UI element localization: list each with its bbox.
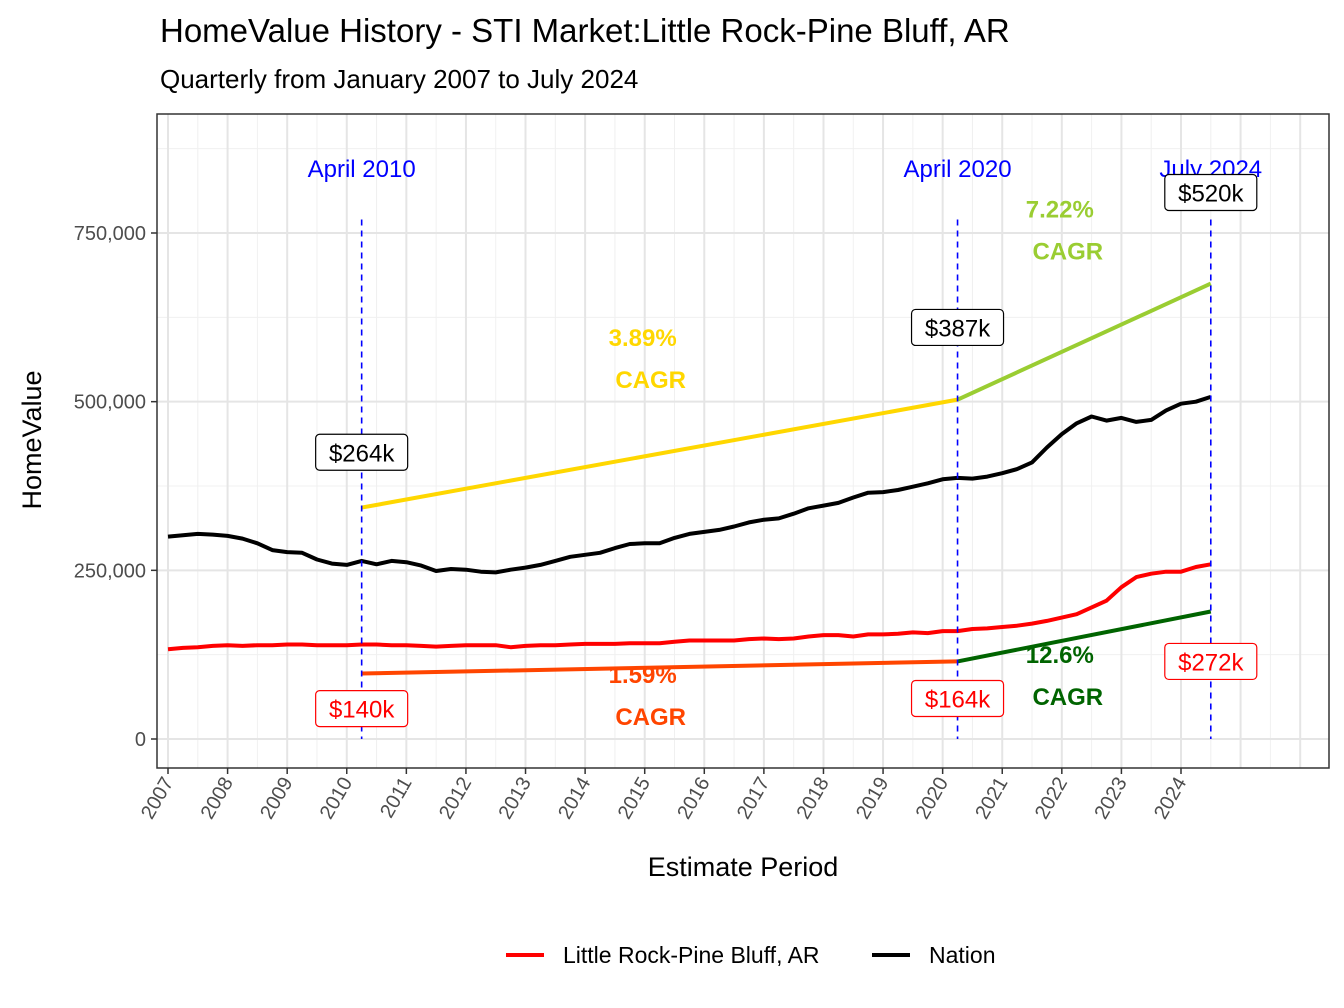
x-tick-label: 2019 (852, 774, 893, 824)
value-label-box: $272k (1164, 642, 1258, 681)
value-label-frame (1164, 173, 1258, 212)
cagr-word-label: CAGR (1032, 239, 1103, 266)
value-label-frame (315, 690, 409, 728)
value-label-frame (910, 308, 1005, 347)
cagr-percent-label: 3.89% (609, 325, 677, 352)
value-label-text: $520k (1178, 181, 1244, 208)
x-tick-label: 2015 (614, 774, 655, 824)
cagr-word-label: CAGR (615, 367, 686, 394)
cagr-trend-line (361, 659, 958, 676)
value-label-text: $164k (925, 687, 991, 714)
plot-border (156, 113, 1330, 769)
value-label-frame (1164, 642, 1258, 681)
x-tick-label: 2021 (971, 774, 1012, 824)
value-label-box: $520k (1164, 173, 1258, 212)
value-label-text: $272k (1178, 649, 1244, 676)
x-tick-label: 2022 (1031, 774, 1072, 824)
x-tick-label: 2009 (256, 774, 297, 824)
x-tick-label: 2007 (137, 774, 178, 824)
cagr-trend-line (361, 397, 958, 510)
chart-title: HomeValue History - STI Market:Little Ro… (160, 12, 1010, 49)
value-label-frame (910, 679, 1005, 718)
y-tick-label: 750,000 (74, 223, 146, 245)
cagr-word-label: CAGR (1032, 684, 1103, 711)
x-tick-label: 2011 (376, 774, 417, 822)
x-tick-label: 2020 (912, 774, 953, 824)
value-label-box: $140k (315, 690, 409, 728)
x-tick-label: 2017 (733, 774, 774, 824)
legend-label-nation: Nation (929, 942, 995, 968)
y-tick-label: 0 (135, 729, 146, 751)
legend-label-market: Little Rock-Pine Bluff, AR (563, 942, 820, 968)
y-axis-title: HomeValue (17, 370, 47, 509)
cagr-percent-label: 7.22% (1026, 197, 1094, 224)
cagr-percent-label: 12.6% (1026, 642, 1094, 669)
x-axis-title: Estimate Period (648, 852, 839, 882)
value-label-box: $264k (315, 433, 409, 471)
x-tick-label: 2024 (1150, 774, 1191, 824)
y-tick-label: 250,000 (74, 560, 146, 582)
y-tick-label: 500,000 (74, 392, 146, 414)
value-label-box: $387k (910, 308, 1005, 347)
chart-subtitle: Quarterly from January 2007 to July 2024 (160, 64, 639, 94)
x-tick-label: 2016 (673, 774, 714, 824)
x-tick-label: 2013 (495, 774, 536, 824)
value-label-text: $387k (925, 315, 991, 342)
period-label: April 2020 (904, 156, 1012, 183)
cagr-trend-line (956, 281, 1212, 402)
value-label-text: $264k (329, 440, 395, 467)
x-tick-label: 2010 (316, 774, 357, 824)
value-label-frame (315, 433, 409, 471)
cagr-trend-line (957, 609, 1212, 664)
period-label: April 2010 (308, 156, 416, 183)
x-tick-label: 2008 (197, 774, 238, 824)
x-tick-label: 2014 (554, 774, 595, 824)
x-tick-label: 2018 (792, 774, 833, 824)
cagr-percent-label: 1.59% (609, 662, 677, 689)
series-line-nation (167, 394, 1212, 575)
legend: Little Rock-Pine Bluff, AR Nation (506, 942, 995, 968)
x-tick-label: 2012 (435, 774, 476, 824)
value-label-text: $140k (329, 697, 395, 724)
x-tick-label: 2023 (1090, 774, 1131, 824)
cagr-word-label: CAGR (615, 704, 686, 731)
plot-area: April 2010 April 2020 July 20243.89%CAGR7.… (157, 114, 1329, 768)
series-line-market (167, 562, 1212, 652)
value-label-box: $164k (910, 679, 1005, 718)
